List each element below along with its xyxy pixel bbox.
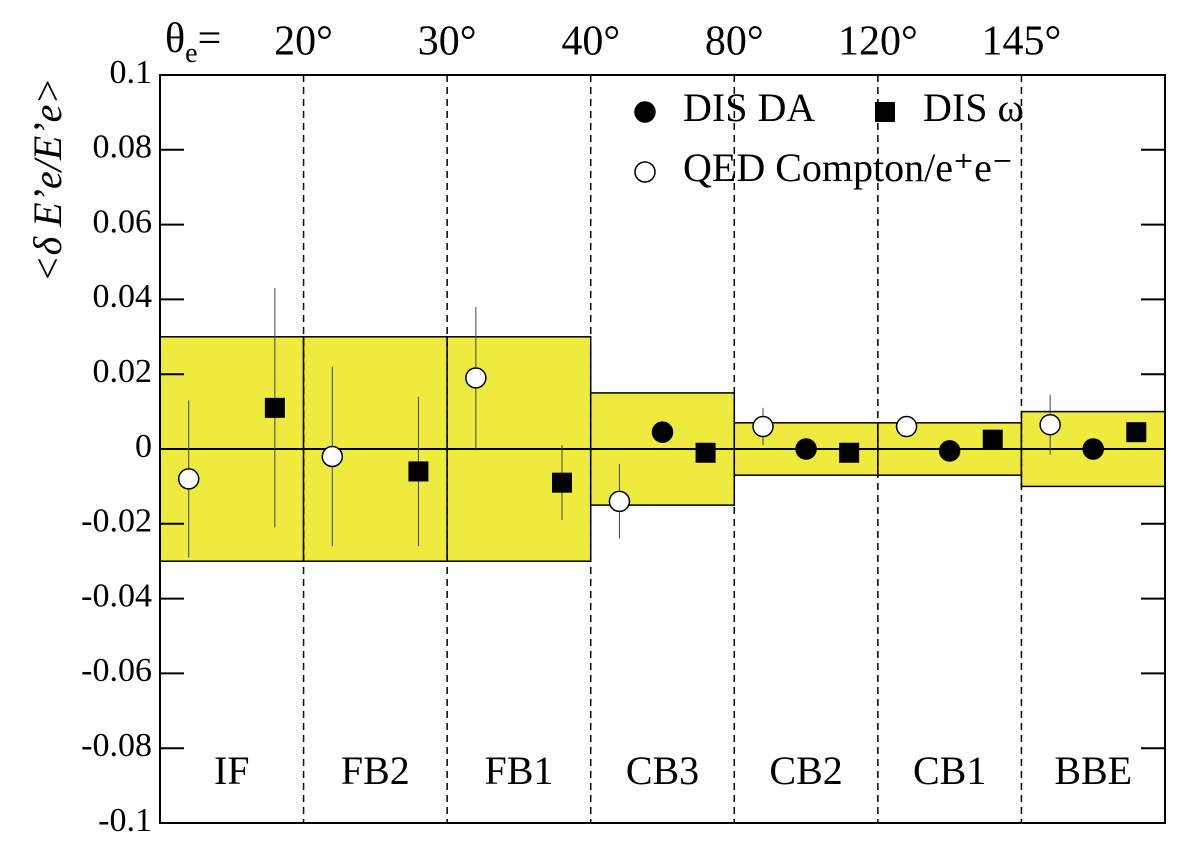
region-label: FB1	[484, 748, 553, 793]
y-axis-label: <δ E’e/E’e>	[25, 78, 70, 283]
data-point	[264, 397, 285, 418]
legend-label: DIS ω	[923, 85, 1024, 130]
y-tick-label: 0	[135, 428, 152, 465]
data-point	[651, 421, 674, 443]
angle-label: 145°	[982, 19, 1062, 65]
region-label: CB2	[769, 748, 842, 793]
theta-suffix: =	[198, 16, 222, 62]
legend-marker	[634, 101, 656, 123]
angle-label: 30°	[418, 19, 477, 65]
region-label: IF	[214, 748, 250, 793]
data-point	[938, 440, 961, 462]
y-tick-label: -0.06	[81, 652, 152, 689]
y-tick-label: -0.02	[81, 503, 152, 540]
data-point	[752, 415, 774, 438]
data-point	[839, 442, 860, 463]
y-tick-label: -0.08	[81, 727, 152, 764]
region-label: FB2	[341, 748, 410, 793]
theta-subscript: e	[185, 38, 197, 69]
data-point	[982, 429, 1003, 450]
data-point	[608, 490, 631, 513]
data-point	[321, 445, 344, 468]
angle-label: 20°	[274, 19, 333, 65]
data-point	[465, 367, 487, 389]
angle-label: 120°	[838, 19, 918, 65]
y-tick-label: 0.1	[110, 54, 153, 91]
legend-label: QED Compton/e⁺e⁻	[683, 145, 1013, 190]
legend-label: DIS DA	[683, 85, 815, 130]
data-point	[177, 468, 200, 490]
angle-label: 40°	[561, 19, 620, 65]
data-point	[695, 442, 716, 463]
region-label: CB3	[626, 748, 699, 793]
data-point	[1082, 438, 1104, 460]
y-tick-label: 0.08	[93, 129, 153, 166]
legend-marker	[875, 102, 895, 122]
y-tick-label: 0.06	[93, 203, 153, 240]
y-tick-label: 0.04	[93, 278, 153, 315]
legend-marker	[634, 161, 656, 183]
y-tick-label: -0.04	[81, 577, 152, 614]
data-point	[552, 472, 572, 493]
region-label: BBE	[1054, 748, 1132, 793]
theta: θ	[165, 16, 185, 62]
data-point	[1039, 413, 1061, 436]
data-point	[795, 438, 817, 460]
y-tick-label: 0.02	[93, 353, 153, 390]
region-label: CB1	[913, 748, 986, 793]
data-point	[895, 415, 918, 438]
angle-label: 80°	[705, 19, 764, 65]
y-tick-label: -0.1	[98, 802, 152, 839]
data-point	[1126, 422, 1147, 443]
top-label: θe=	[165, 16, 221, 70]
data-point	[408, 461, 429, 482]
